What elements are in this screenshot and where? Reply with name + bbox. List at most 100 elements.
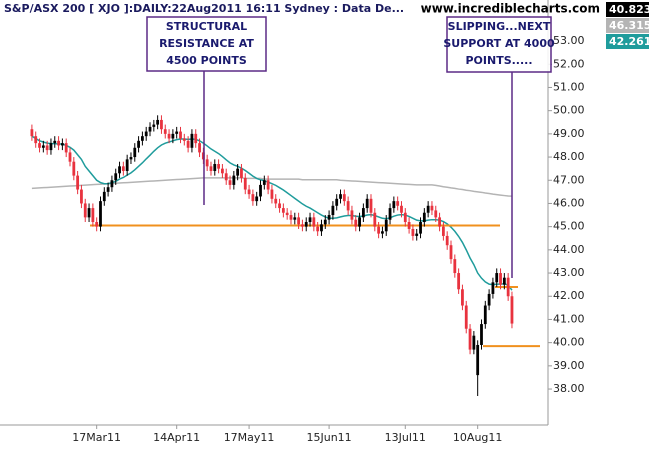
candle-body [259,184,262,197]
candle-body [350,210,354,220]
candle-body [289,215,293,220]
candle-body [468,328,472,350]
y-tick-label: 46.00 [553,196,585,209]
candle-body [293,217,297,220]
y-tick-label: 44.00 [553,243,585,256]
last-value-badge [606,18,649,33]
candle-body [137,140,140,148]
candle-body [45,145,49,151]
candle-body [354,219,358,227]
y-tick-label: 51.00 [553,80,585,93]
candle-body [320,224,323,232]
candle-body [281,208,285,213]
candle-body [221,168,224,174]
y-tick-label: 40.00 [553,336,585,349]
candle-body [373,212,377,227]
candle-body [453,259,457,274]
candle-body [205,159,209,167]
candle-body [133,147,137,158]
candle-body [106,187,110,192]
candle-body [160,119,163,130]
annotation-text: POINTS..... [465,54,532,67]
candle-body [434,210,438,218]
candle-body [213,164,217,171]
candle-body [83,203,87,218]
candle-body [270,189,274,199]
candle-body [57,140,60,146]
candle-body [461,289,464,306]
annotation-text: RESISTANCE AT [159,37,254,50]
x-tick-label: 10Aug11 [453,431,502,444]
candle-body [68,152,72,162]
candle-body [102,191,106,202]
candle-body [487,293,491,306]
candle-body [381,231,384,234]
candle-body [441,226,445,236]
candle-body [247,189,251,195]
candle-body [190,133,194,148]
candle-body [156,119,160,125]
candle-body [41,145,45,148]
chart-title: S&P/ASX 200 [ XJO ]:DAILY:22Aug2011 16:1… [4,2,404,15]
candle-body [495,273,499,283]
candle-body [198,143,201,153]
candle-body [148,126,152,132]
candle-body [415,233,419,236]
candle-body [209,166,213,171]
candle-body [438,217,441,227]
last-value-label: 46.3158 [609,19,650,32]
candle-body [388,208,392,220]
candle-body [49,143,53,151]
candle-body [163,129,167,134]
candle-body [361,208,365,218]
y-tick-label: 47.00 [553,173,585,186]
candle-body [358,217,361,227]
candle-body [194,133,198,144]
candle-body [87,208,91,218]
candle-body [91,208,95,223]
candle-body [430,205,434,211]
candle-body [64,143,68,153]
candle-body [419,222,422,234]
candle-body [483,305,487,325]
y-tick-label: 49.00 [553,127,585,140]
candle-body [110,180,114,188]
candle-body [217,164,220,169]
y-tick-label: 42.00 [553,289,585,302]
x-tick-label: 13Jul11 [385,431,426,444]
y-tick-label: 41.00 [553,312,585,325]
candle-body [445,235,449,246]
candle-body [426,205,430,213]
candle-body [472,335,476,350]
candle-body [243,177,247,190]
candle-body [236,168,240,176]
candle-body [476,344,480,376]
candle-body [335,198,339,206]
candle-body [232,175,236,185]
candle-body [301,224,304,227]
candle-body [403,212,407,223]
candle-body [308,217,312,223]
candle-body [304,222,308,227]
candle-body [396,201,400,206]
annotation-text: STRUCTURAL [166,20,247,33]
candle-body [30,129,34,137]
candle-body [182,138,186,141]
last-value-label: 40.823 [609,3,650,16]
candle-body [255,196,259,202]
candle-body [152,124,156,127]
y-tick-label: 45.00 [553,220,585,233]
annotation-text: SUPPORT AT 4000 [443,37,555,50]
candle-body [506,277,510,297]
candle-body [186,140,190,148]
candle-body [38,143,41,148]
candle-body [411,228,415,236]
candle-body [228,180,232,185]
candle-body [369,198,373,213]
candle-body [34,136,38,144]
candle-body [76,175,80,190]
candle-body [502,277,506,285]
annotation-text: SLIPPING...NEXT [448,20,551,33]
candle-body [179,131,182,139]
x-tick-label: 14Apr11 [153,431,200,444]
